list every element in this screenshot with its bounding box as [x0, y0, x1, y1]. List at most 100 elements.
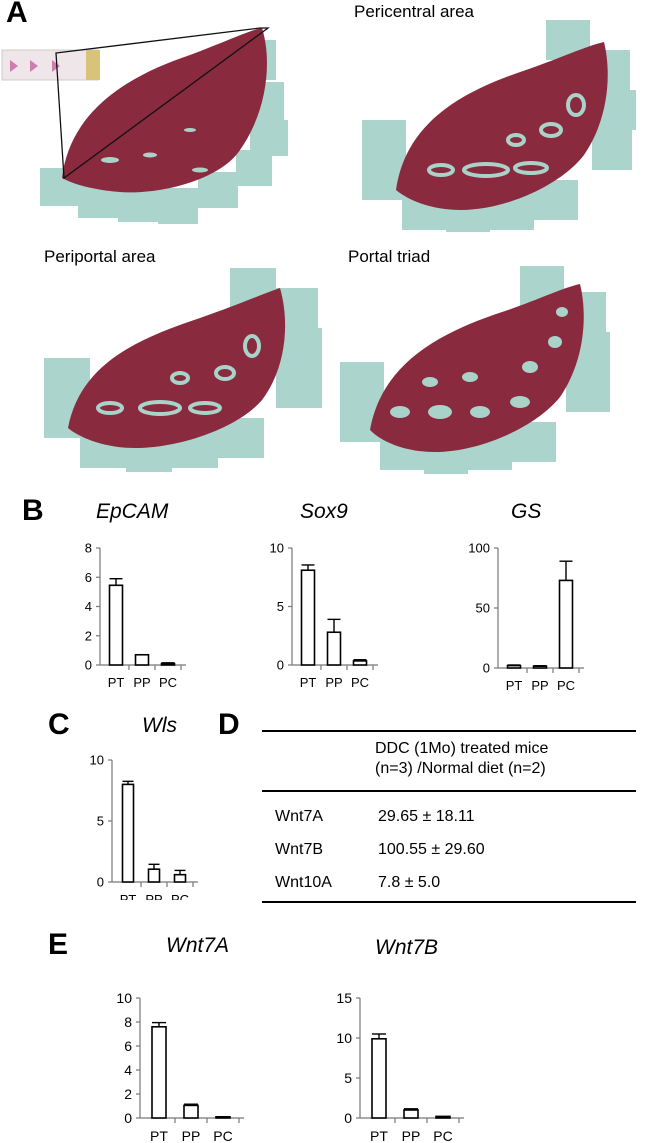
x-tick-label: PP: [531, 678, 548, 693]
y-tick-label: 5: [97, 814, 104, 829]
y-tick-label: 6: [85, 570, 92, 585]
x-tick-label: PC: [213, 1128, 232, 1143]
x-tick-label: PC: [159, 675, 177, 690]
liver-section-pericentral: [362, 20, 636, 232]
table-bottom-rule: [262, 901, 636, 903]
pericentral-label: Pericentral area: [354, 2, 475, 21]
y-tick-label: 15: [336, 990, 352, 1006]
y-tick-label: 0: [344, 1110, 352, 1126]
table-header-line1: DDC (1Mo) treated mice: [375, 740, 549, 757]
bar: [134, 653, 150, 666]
pericentral-lumens: [427, 93, 586, 178]
x-tick-label: PP: [402, 1128, 421, 1143]
x-tick-label: PP: [182, 1128, 201, 1143]
table-header-line2: (n=3) /Normal diet (n=2): [375, 760, 546, 777]
x-tick-label: PC: [433, 1128, 452, 1143]
slide-thumbnail: [1, 49, 99, 81]
x-tick-label: PP: [325, 675, 342, 690]
liver-section-overview: [1, 27, 288, 224]
chart-title-wls: Wls: [142, 714, 177, 737]
periportal-lumens: [96, 334, 261, 416]
bar: [371, 1037, 387, 1119]
x-tick-label: PT: [150, 1128, 168, 1143]
table-row-gene: Wnt10A: [275, 874, 332, 891]
x-tick-label: PT: [120, 892, 137, 900]
bar: [532, 665, 548, 669]
table-row-value: 7.8 ± 5.0: [378, 874, 441, 891]
chart-title-wnt7b: Wnt7B: [375, 936, 439, 959]
y-tick-label: 0: [124, 1110, 132, 1126]
table-row-gene: Wnt7A: [275, 808, 324, 825]
bar: [352, 660, 368, 666]
y-tick-label: 10: [116, 990, 132, 1006]
table-row-value: 100.55 ± 29.60: [378, 841, 485, 858]
bar: [173, 873, 187, 883]
portal-triad-label: Portal triad: [348, 247, 431, 266]
bar: [160, 662, 176, 666]
table-row-value: 29.65 ± 18.11: [378, 808, 475, 825]
y-tick-label: 0: [85, 658, 92, 673]
liver-section-periportal: [44, 268, 322, 472]
bar: [215, 1116, 231, 1119]
chart-title-epcam: EpCAM: [96, 500, 169, 523]
y-tick-label: 0: [277, 658, 284, 673]
chart-title-sox9: Sox9: [300, 500, 348, 523]
bar: [121, 783, 135, 883]
bar: [403, 1109, 419, 1119]
panel-letter-a: A: [6, 0, 28, 29]
bar: [506, 664, 522, 669]
x-tick-label: PP: [145, 892, 162, 900]
x-tick-label: PT: [300, 675, 317, 690]
bar: [326, 631, 342, 666]
periportal-label: Periportal area: [44, 247, 156, 266]
panel-letter-d: D: [218, 708, 240, 741]
panel-letter-b: B: [22, 494, 44, 527]
bar: [108, 584, 124, 666]
chart-title-gs: GS: [511, 500, 542, 523]
y-tick-label: 5: [344, 1070, 352, 1086]
chart-wnt7a: 0 2 4 6 8 10 PT PP PC: [116, 990, 244, 1143]
bar: [151, 1025, 167, 1119]
y-tick-label: 4: [85, 599, 92, 614]
x-tick-label: PT: [370, 1128, 388, 1143]
zoom-outline: [55, 27, 270, 180]
y-tick-label: 8: [124, 1014, 132, 1030]
panel-letter-c: C: [48, 708, 70, 741]
table-header-rule: [262, 790, 636, 792]
bar: [435, 1115, 451, 1119]
y-tick-label: 10: [336, 1030, 352, 1046]
chart-gs: 0 50 100 PT PP PC: [468, 541, 584, 693]
y-tick-label: 0: [97, 875, 104, 890]
chart-title-wnt7a: Wnt7A: [166, 934, 230, 957]
x-tick-label: PP: [133, 675, 150, 690]
chart-sox9: 0 5 10 PT PP PC: [270, 541, 378, 690]
x-tick-label: PC: [171, 892, 189, 900]
x-tick-label: PT: [506, 678, 523, 693]
liver-tissue: [62, 28, 267, 193]
x-tick-label: PC: [557, 678, 575, 693]
y-tick-label: 8: [85, 541, 92, 556]
chart-wnt7b: 0 5 10 15 PT PP PC: [336, 990, 464, 1143]
y-tick-label: 100: [468, 541, 490, 556]
y-tick-label: 2: [124, 1086, 132, 1102]
y-tick-label: 6: [124, 1038, 132, 1054]
y-tick-label: 10: [90, 753, 104, 768]
y-tick-label: 5: [277, 599, 284, 614]
vessel-lumens: [101, 128, 208, 173]
y-tick-label: 0: [483, 661, 490, 676]
bar: [183, 1104, 199, 1119]
slide-thumbnail-spots: [10, 60, 60, 72]
bar: [300, 569, 316, 666]
portal-triad-lumens: [390, 307, 568, 419]
bar: [147, 868, 161, 883]
y-tick-label: 2: [85, 628, 92, 643]
y-tick-label: 10: [270, 541, 284, 556]
chart-epcam: 0 2 4 6 8 PT PP PC: [85, 541, 186, 690]
table-row-gene: Wnt7B: [275, 841, 324, 858]
y-tick-label: 50: [476, 601, 490, 616]
x-tick-label: PC: [351, 675, 369, 690]
x-tick-label: PT: [108, 675, 125, 690]
y-tick-label: 4: [124, 1062, 132, 1078]
chart-wls: 0 5 10 PT PP PC: [90, 753, 198, 900]
bar: [558, 579, 574, 669]
